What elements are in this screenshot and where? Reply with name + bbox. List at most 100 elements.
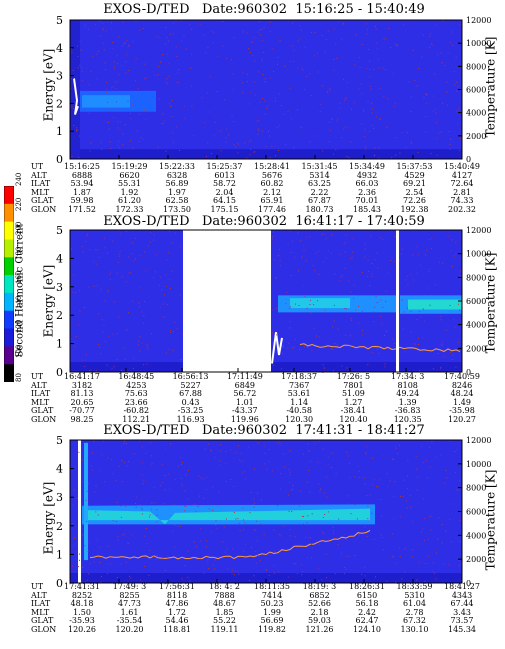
ephemeris-value: 171.52 [68, 205, 96, 214]
noise-dot [342, 23, 344, 25]
panel-2: EXOS-D/TED Date:960302 16:41:17 - 17:40:… [0, 212, 505, 424]
noise-dot [153, 234, 155, 236]
noise-dot [116, 55, 118, 57]
ephemeris-value: -35.93 [69, 616, 95, 626]
noise-dot [289, 326, 291, 328]
noise-dot [386, 126, 388, 128]
noise-dot [440, 52, 442, 54]
noise-dot [325, 38, 327, 40]
noise-dot [179, 245, 181, 247]
colorbar-segment [4, 292, 14, 312]
noise-dot [242, 30, 244, 32]
ephemeris-value: 7888 [214, 590, 235, 600]
noise-dot [352, 251, 354, 253]
noise-dot [201, 97, 203, 99]
noise-dot [344, 308, 346, 309]
noise-dot [112, 48, 114, 50]
noise-dot [377, 267, 379, 269]
noise-dot [403, 479, 404, 481]
noise-dot [84, 366, 86, 367]
noise-dot [235, 518, 237, 520]
noise-dot [168, 75, 170, 77]
noise-dot [369, 285, 371, 286]
noise-dot [280, 488, 282, 490]
y2-tick-label: 10000 [466, 39, 491, 48]
noise-dot [300, 564, 302, 566]
noise-dot [437, 54, 439, 56]
noise-dot [135, 503, 136, 504]
noise-dot [269, 157, 271, 159]
noise-dot [257, 134, 259, 135]
noise-dot [435, 456, 437, 458]
noise-dot [394, 480, 396, 482]
noise-dot [452, 44, 454, 46]
noise-dot [289, 230, 291, 232]
y2-tick-label: 4000 [466, 321, 486, 330]
noise-dot [244, 522, 246, 524]
noise-dot [416, 579, 418, 581]
noise-dot [220, 444, 222, 446]
noise-dot [151, 502, 153, 504]
noise-dot [169, 288, 171, 289]
noise-dot [165, 43, 167, 45]
noise-dot [226, 128, 228, 130]
noise-dot [432, 571, 434, 573]
noise-dot [456, 81, 458, 83]
noise-dot [431, 237, 433, 239]
noise-dot [171, 116, 173, 117]
ephemeris-value: 67.88 [179, 389, 203, 399]
noise-dot [142, 28, 144, 29]
noise-dot [374, 478, 375, 480]
noise-dot [446, 477, 448, 479]
noise-dot [289, 87, 291, 89]
ephemeris-value: 23.66 [124, 397, 148, 407]
noise-dot [364, 248, 366, 250]
noise-dot [382, 306, 384, 308]
noise-dot [371, 273, 372, 275]
noise-dot [354, 504, 356, 506]
noise-dot [130, 271, 132, 273]
noise-dot [174, 478, 176, 480]
noise-dot [242, 32, 244, 34]
noise-dot [203, 497, 204, 499]
noise-dot [203, 34, 205, 36]
noise-dot [344, 573, 346, 575]
noise-dot [422, 337, 424, 339]
noise-dot [246, 81, 248, 83]
noise-dot [161, 289, 163, 291]
noise-dot [95, 263, 97, 265]
ephemeris-value: 72.64 [450, 179, 474, 189]
noise-dot [113, 68, 115, 70]
noise-dot [170, 106, 172, 108]
ephemeris-row-mlt: MLT 1.87 1.92 1.97 2.04 2.12 2.22 2.36 2.54 2.81 [0, 187, 500, 198]
noise-dot [410, 142, 412, 144]
noise-dot [263, 533, 265, 535]
noise-dot [82, 246, 84, 248]
y-tick-label: 4 [56, 252, 63, 265]
noise-dot [93, 561, 95, 563]
colorbar-segment [4, 275, 14, 294]
noise-dot [306, 481, 308, 483]
noise-dot [376, 252, 378, 254]
noise-dot [423, 97, 425, 98]
ephemeris-value: 2.54 [405, 187, 424, 197]
noise-dot [150, 442, 152, 444]
noise-dot [106, 88, 108, 90]
noise-dot [157, 146, 159, 148]
ephemeris-value: 15:25:37 [206, 162, 243, 171]
noise-dot [417, 254, 419, 256]
noise-dot [308, 537, 310, 538]
noise-dot [71, 565, 73, 567]
noise-dot [319, 111, 321, 112]
noise-dot [290, 61, 292, 63]
noise-dot [238, 573, 240, 575]
noise-dot [373, 539, 375, 540]
noise-dot [237, 570, 239, 572]
noise-dot [423, 498, 425, 500]
noise-dot [324, 514, 326, 515]
noise-dot [262, 74, 264, 75]
noise-dot [282, 453, 284, 455]
noise-dot [200, 477, 202, 479]
noise-dot [375, 28, 377, 30]
noise-dot [275, 277, 276, 279]
